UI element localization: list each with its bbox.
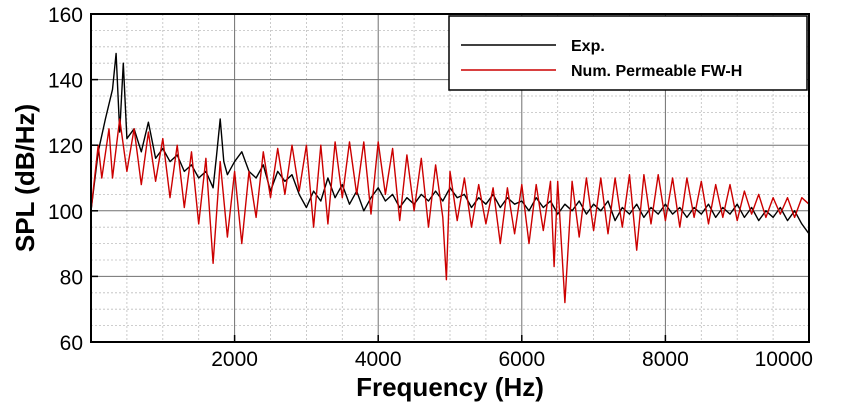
x-tick-labels: 2000 4000 6000 8000 10000 [211,348,813,371]
minor-grid [91,14,809,342]
series-line-num-permeable-fwh [90,118,810,304]
x-tick-label: 2000 [211,348,258,371]
plot-frame [90,13,810,343]
y-tick-label: 140 [48,70,83,93]
legend-label-exp: Exp. [571,38,605,55]
x-tick-label: 6000 [498,348,545,371]
y-tick-labels: 60 80 100 120 140 160 [48,4,83,355]
x-tick-label: 10000 [755,348,813,371]
tick-marks [91,13,810,343]
y-tick-label: 60 [60,332,83,355]
y-tick-label: 80 [60,266,83,289]
series-line-exp [90,52,810,235]
legend-box [448,15,808,91]
x-tick-label: 4000 [355,348,402,371]
y-tick-label: 120 [48,135,83,158]
x-tick-label: 8000 [642,348,689,371]
legend: Exp. Num. Permeable FW-H [448,15,808,91]
y-tick-label: 160 [48,4,83,27]
y-tick-label: 100 [48,201,83,224]
legend-label-num: Num. Permeable FW-H [571,63,742,80]
series-layer [90,52,810,304]
y-axis-title: SPL (dB/Hz) [10,104,40,252]
x-axis-title: Frequency (Hz) [356,372,544,402]
